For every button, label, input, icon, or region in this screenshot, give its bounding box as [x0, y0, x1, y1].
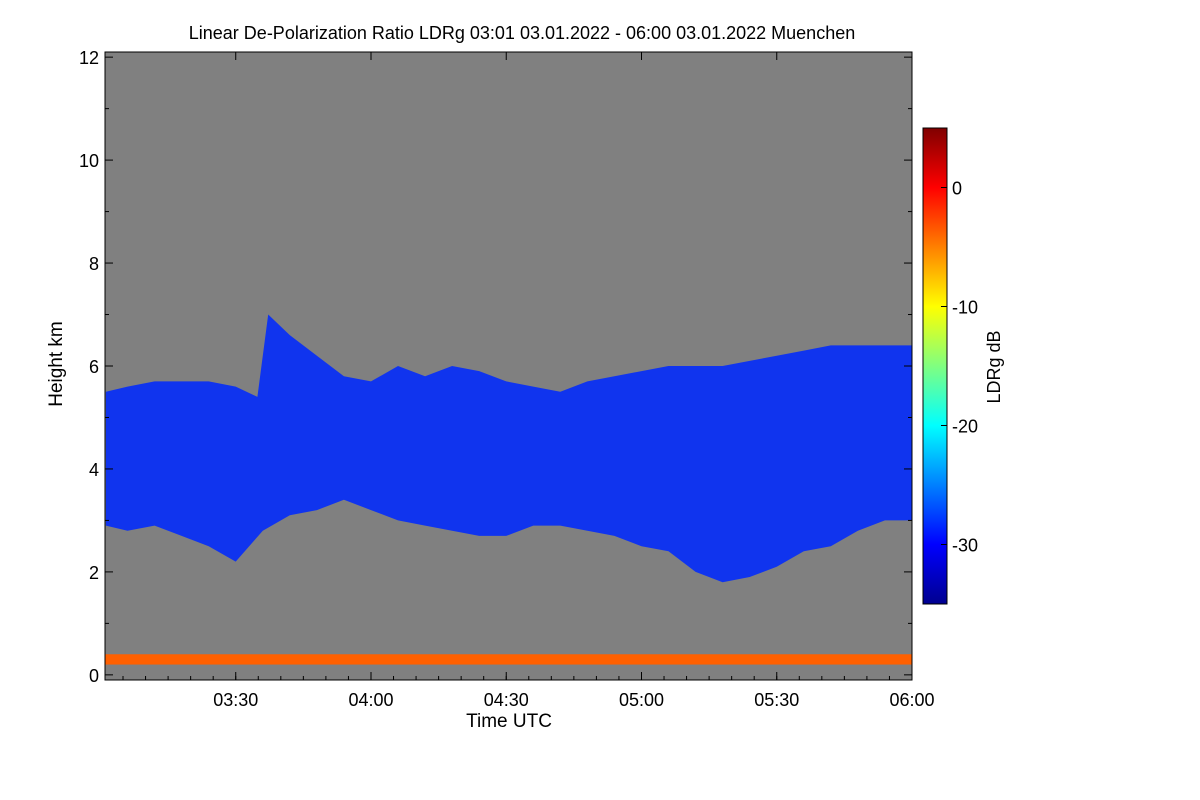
y-tick-label: 2 — [89, 563, 99, 583]
colorbar-gradient — [922, 127, 948, 605]
y-tick-label: 10 — [79, 151, 99, 171]
chart-title: Linear De-Polarization Ratio LDRg 03:01 … — [189, 23, 855, 43]
y-tick-label: 12 — [79, 48, 99, 68]
y-tick-label: 8 — [89, 254, 99, 274]
x-tick-label: 04:00 — [348, 690, 393, 710]
y-axis: 0 2 4 6 8 10 12 — [79, 48, 912, 686]
y-tick-label: 4 — [89, 460, 99, 480]
x-axis: 03:30 04:00 04:30 05:00 05:30 06:00 — [122, 52, 935, 710]
x-axis-label: Time UTC — [466, 711, 552, 732]
colorbar: 0 -10 -20 -30 — [922, 127, 978, 605]
x-tick-label: 05:00 — [619, 690, 664, 710]
plot-area — [104, 51, 913, 681]
cloud-layer — [105, 314, 912, 583]
y-tick-label: 0 — [89, 666, 99, 686]
near-ground-layer — [105, 654, 912, 665]
y-tick-label: 6 — [89, 357, 99, 377]
colorbar-label: LDRg dB — [984, 330, 1004, 403]
colorbar-tick-label: -20 — [952, 417, 978, 437]
x-tick-label: 05:30 — [754, 690, 799, 710]
colorbar-tick-label: -10 — [952, 298, 978, 318]
colorbar-tick-label: -30 — [952, 536, 978, 556]
x-tick-label: 04:30 — [484, 690, 529, 710]
colorbar-tick-label: 0 — [952, 179, 962, 199]
y-axis-label: Height km — [46, 321, 67, 407]
x-tick-label: 03:30 — [213, 690, 258, 710]
x-tick-label: 06:00 — [889, 690, 934, 710]
